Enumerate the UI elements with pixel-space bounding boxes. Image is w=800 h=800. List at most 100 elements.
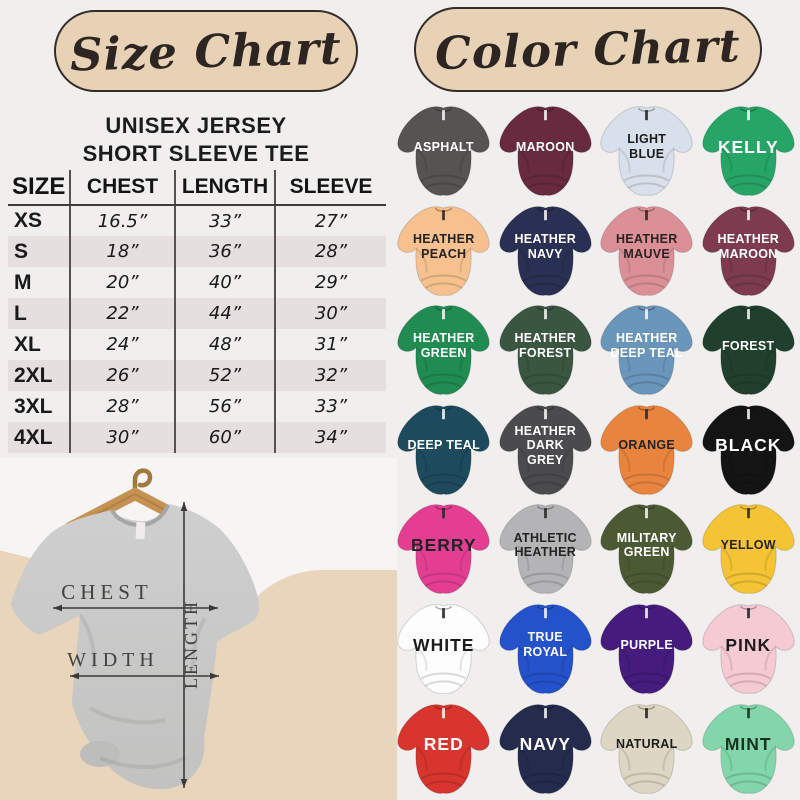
tshirt-swatch-icon bbox=[600, 305, 693, 396]
chest-cell: 30” bbox=[69, 422, 175, 453]
color-swatch: NAVY bbox=[495, 699, 597, 799]
color-swatch: NATURAL bbox=[596, 699, 698, 799]
sleeve-cell: 31” bbox=[274, 329, 386, 360]
color-swatch: PINK bbox=[698, 599, 800, 699]
color-swatch: ASPHALT bbox=[393, 101, 495, 201]
color-swatch: HEATHER FOREST bbox=[495, 300, 597, 400]
tshirt-swatch-icon bbox=[600, 504, 693, 595]
color-swatch: MINT bbox=[698, 699, 800, 799]
sleeve-cell: 34” bbox=[274, 422, 386, 453]
tshirt-swatch-icon bbox=[701, 205, 795, 296]
tshirt-swatch-icon bbox=[498, 106, 592, 196]
gray-tshirt bbox=[11, 504, 259, 790]
tshirt-swatch-icon bbox=[498, 305, 592, 396]
length-cell: 56” bbox=[174, 391, 275, 422]
tshirt-swatch-icon bbox=[600, 106, 693, 196]
tshirt-swatch-icon bbox=[600, 604, 693, 694]
product-title-line1: UNISEX JERSEY bbox=[105, 113, 287, 138]
color-swatch: FOREST bbox=[698, 300, 800, 400]
color-name-label: KELLY bbox=[717, 136, 779, 157]
tshirt-swatch-icon bbox=[600, 205, 693, 296]
color-name-label: HEATHER PEACH bbox=[412, 231, 475, 261]
sleeve-cell: 27” bbox=[274, 205, 386, 236]
length-cell: 36” bbox=[174, 236, 275, 267]
size-cell: 3XL bbox=[14, 394, 53, 418]
color-name-label: HEATHER DEEP TEAL bbox=[610, 331, 684, 361]
color-name-label: MAROON bbox=[515, 139, 575, 154]
color-swatch: ATHLETIC HEATHER bbox=[495, 499, 597, 599]
sleeve-cell: 30” bbox=[274, 298, 386, 329]
color-name-label: MINT bbox=[724, 734, 772, 755]
color-swatch: HEATHER PEACH bbox=[393, 201, 495, 301]
size-table-row: L 22” 44” 30” bbox=[8, 298, 386, 329]
column-header-sleeve: SLEEVE bbox=[274, 170, 386, 206]
color-name-label: MILITARY GREEN bbox=[616, 530, 677, 560]
tshirt-swatch-icon bbox=[701, 604, 795, 694]
size-chart-title: Size Chart bbox=[69, 20, 343, 82]
color-swatch: HEATHER DARK GREY bbox=[495, 400, 597, 500]
color-name-label: FOREST bbox=[722, 338, 775, 353]
chest-cell: 16.5” bbox=[69, 205, 175, 236]
color-chart-title: Color Chart bbox=[434, 19, 742, 80]
color-swatch: MAROON bbox=[495, 101, 597, 201]
color-swatch: HEATHER DEEP TEAL bbox=[596, 300, 698, 400]
sleeve-cell: 32” bbox=[274, 360, 386, 391]
color-name-label: ORANGE bbox=[618, 438, 676, 453]
color-name-label: RED bbox=[423, 734, 464, 755]
size-table-header-row: SIZE CHEST LENGTH SLEEVE bbox=[8, 170, 386, 206]
chest-cell: 18” bbox=[69, 236, 175, 267]
color-swatch: DEEP TEAL bbox=[393, 400, 495, 500]
color-swatch: BLACK bbox=[698, 400, 800, 500]
length-cell: 60” bbox=[174, 422, 275, 453]
size-chart-header-pill: Size Chart bbox=[54, 10, 358, 92]
tshirt-swatch-icon bbox=[397, 604, 490, 694]
color-swatch: HEATHER MAUVE bbox=[596, 201, 698, 301]
color-name-label: LIGHT BLUE bbox=[627, 132, 667, 161]
color-chart-header-pill: Color Chart bbox=[414, 7, 762, 92]
tshirt-swatch-icon bbox=[701, 305, 795, 396]
size-table-row: XL 24” 48” 31” bbox=[8, 329, 386, 360]
column-header-chest: CHEST bbox=[69, 170, 175, 206]
tshirt-swatch-icon bbox=[397, 404, 490, 495]
length-cell: 33” bbox=[174, 205, 275, 236]
size-cell: M bbox=[14, 270, 32, 294]
color-name-label: HEATHER NAVY bbox=[514, 231, 577, 261]
color-chart-grid: ASPHALT MAROON LIGHT BLUE KELLY HEATHER … bbox=[393, 101, 799, 799]
sleeve-cell: 29” bbox=[274, 267, 386, 298]
size-table-row: M 20” 40” 29” bbox=[8, 267, 386, 298]
color-name-label: NAVY bbox=[519, 734, 571, 755]
sleeve-cell: 33” bbox=[274, 391, 386, 422]
product-title: UNISEX JERSEY SHORT SLEEVE TEE bbox=[20, 112, 372, 167]
color-name-label: HEATHER FOREST bbox=[514, 331, 577, 361]
length-label: LENGTH bbox=[181, 599, 201, 689]
size-cell: S bbox=[14, 239, 29, 263]
size-cell: 2XL bbox=[14, 363, 53, 387]
color-name-label: WHITE bbox=[413, 634, 475, 655]
product-title-line2: SHORT SLEEVE TEE bbox=[82, 140, 310, 166]
tshirt-swatch-icon bbox=[397, 106, 490, 196]
color-name-label: HEATHER GREEN bbox=[412, 331, 475, 361]
size-table-body: XS 16.5” 33” 27” S 18” 36” 28” M 20” 40” 29” L 22” 44”… bbox=[8, 205, 386, 453]
color-name-label: ASPHALT bbox=[413, 139, 474, 154]
color-name-label: HEATHER MAROON bbox=[717, 231, 780, 261]
tshirt-swatch-icon bbox=[600, 703, 693, 794]
color-swatch: WHITE bbox=[393, 599, 495, 699]
tshirt-swatch-icon bbox=[397, 305, 490, 396]
color-swatch: RED bbox=[393, 699, 495, 799]
tshirt-swatch-icon bbox=[498, 504, 592, 595]
tshirt-measurement-photo: CHEST WIDTH LENGTH CARE INSTUCTIONS Mach… bbox=[0, 458, 397, 800]
color-name-label: BLACK bbox=[715, 435, 782, 456]
tshirt-swatch-icon bbox=[498, 604, 592, 694]
width-label: WIDTH bbox=[67, 649, 159, 671]
size-cell: XS bbox=[14, 209, 43, 232]
tshirt-swatch-icon bbox=[397, 504, 490, 595]
tshirt-swatch-icon bbox=[701, 404, 795, 495]
color-name-label: YELLOW bbox=[720, 538, 776, 552]
color-swatch: MILITARY GREEN bbox=[596, 499, 698, 599]
tshirt-swatch-icon bbox=[498, 404, 592, 495]
color-swatch: HEATHER NAVY bbox=[495, 201, 597, 301]
size-cell: XL bbox=[14, 332, 41, 356]
size-table-row: S 18” 36” 28” bbox=[8, 236, 386, 267]
size-cell: L bbox=[14, 301, 27, 325]
color-swatch: PURPLE bbox=[596, 599, 698, 699]
